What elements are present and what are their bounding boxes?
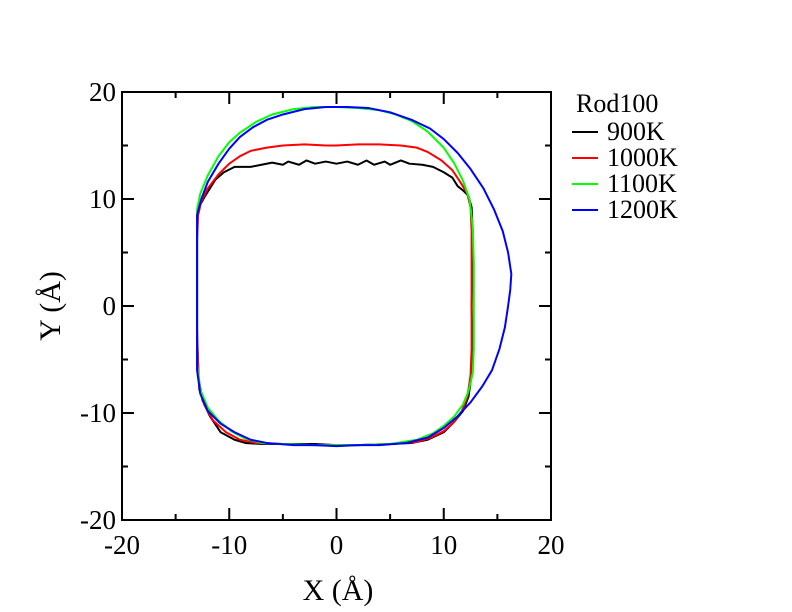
y-tick-label: 0 [103,291,117,321]
ticks-layer: -20 -10 0 10 20 -20 -10 0 10 20 [80,77,565,560]
y-tick-label: 10 [89,184,116,214]
series-line-900k [196,159,474,447]
legend-label: 900K [607,117,665,146]
series-line-1200k [196,105,513,448]
y-tick-label: -10 [80,398,116,428]
legend-label: 1200K [607,195,678,224]
legend-title: Rod100 [576,89,658,118]
x-tick-label: 10 [430,530,457,560]
legend-label: 1000K [607,143,678,172]
series-layer [196,105,513,448]
x-tick-label: 20 [538,530,565,560]
y-tick-label: -20 [80,505,116,535]
y-axis-label: Y (Å) [34,271,67,341]
x-tick-label: -10 [211,530,247,560]
y-tick-label: 20 [89,77,116,107]
x-tick-label: 0 [330,530,344,560]
x-tick-label: -20 [104,530,140,560]
series-line-1000k [196,143,473,447]
plot-frame [121,91,552,521]
legend-label: 1100K [607,169,677,198]
x-axis-label: X (Å) [303,574,374,607]
plot-area: -20 -10 0 10 20 -20 -10 0 10 20 [80,77,565,560]
